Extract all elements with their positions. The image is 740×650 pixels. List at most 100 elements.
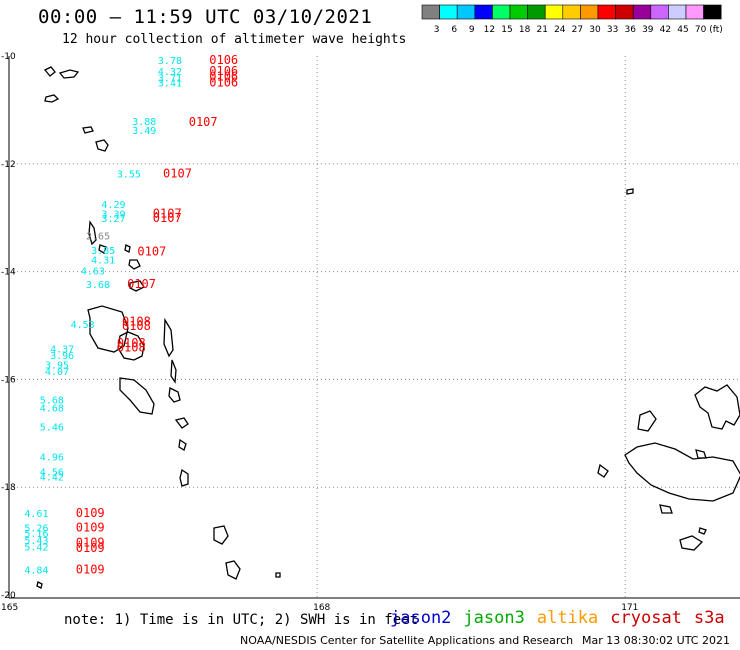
lon-tick-label: 168 [313,603,330,613]
wave-height-value: 5.42 [24,542,48,553]
wave-height-value: 4.37 [50,344,74,355]
wave-height-value: 3.49 [132,126,156,137]
legend-tick-label: 24 [554,25,566,35]
legend-swatch [685,4,704,20]
legend-tick-label: 15 [501,25,512,35]
wave-height-value: 4.96 [40,452,64,463]
satellite-s3a: s3a [693,608,725,628]
pass-time-label: 0109 [76,541,105,555]
island-coastline [43,66,56,77]
pass-time-label: 0107 [153,207,182,221]
legend-swatch [421,4,440,20]
legend-swatch [509,4,528,20]
island-coastline [44,94,60,103]
island-coastline [178,438,187,451]
wave-height-value: 2.65 [86,231,110,242]
pass-time-label: 0108 [122,315,151,329]
pass-time-label: 0109 [76,506,105,520]
island-coastline [170,359,177,384]
legend-tick-label: 27 [572,25,583,35]
island-coastline [163,317,174,358]
island-coastline [129,280,145,292]
map-frame [8,56,740,599]
legend-tick-label: 70 [695,25,707,35]
wave-height-value: 3.88 [132,117,156,128]
lat-tick-label: -18 [1,483,16,493]
island-coastline [117,331,145,361]
lat-tick-label: -10 [1,52,16,62]
legend-swatch [492,4,511,20]
wave-height-value: 3.41 [158,79,182,90]
island-coastline [119,377,155,415]
legend-swatch [650,4,669,20]
legend-swatch [580,4,599,20]
legend-swatch [668,4,687,20]
map-subtitle: 12 hour collection of altimeter wave hei… [62,32,407,47]
lat-tick-label: -14 [1,268,16,278]
pass-time-label: 0109 [76,520,105,534]
legend-swatch [615,4,634,20]
wave-height-value: 3.85 [91,246,115,257]
island-coastline [698,527,707,535]
legend-tick-label: 3 [434,25,440,35]
pass-time-label: 0106 [209,76,238,90]
legend-swatch [544,4,564,20]
island-coastline [168,387,181,403]
legend-swatch [456,4,476,20]
wave-height-value: 5.43 [24,536,48,547]
island-coastline [626,188,634,195]
color-legend: 3 6 9 12 15 18 21 24 27 30 33 36 39 42 45 70 (ft) [421,4,723,35]
wave-height-value: 3.55 [117,169,141,180]
pass-time-label: 0107 [163,166,192,180]
legend-tick-label: 39 [642,25,654,35]
lat-tick-label: -12 [1,160,16,170]
legend-tick-label: 33 [607,25,618,35]
wave-height-value: 4.32 [158,67,182,78]
pass-time-label: 0109 [76,562,105,576]
island-coastline [88,220,97,246]
wave-height-value: 4.56 [40,467,64,478]
wave-height-value: 3.68 [86,280,110,291]
island-coastline [82,126,94,134]
map-title: 00:00 – 11:59 UTC 03/10/2021 [38,6,373,28]
legend-swatch [597,4,616,20]
pass-time-label: 0107 [137,244,166,258]
legend-tick-label: 21 [536,25,547,35]
legend-tick-label: 36 [624,25,636,35]
island-coastline [95,139,109,152]
island-coastline [36,581,43,589]
legend-swatch [632,4,652,20]
wave-height-value: 3.95 [45,361,69,372]
legend-tick-label: 42 [660,25,671,35]
wave-height-value: 4.42 [40,473,64,484]
footer-timestamp: Mar 13 08:30:02 UTC 2021 [582,634,730,647]
wave-height-value: 4.53 [71,320,95,331]
legend-tick-label: 6 [451,25,457,35]
satellite-altika: altika [536,608,599,628]
wave-height-value: 4.84 [24,565,48,576]
legend-swatch [474,4,493,20]
island-coastline [179,468,189,487]
wave-height-value: 3.27 [101,214,125,225]
pass-time-label: 0106 [209,64,238,78]
satellite-legend: jason2 jason3 altika cryosat s3a [390,608,737,628]
legend-swatch [562,4,581,20]
satellite-cryosat: cryosat [610,608,682,628]
island-coastline [637,410,657,432]
coastlines [36,66,740,589]
island-coastline [695,449,707,459]
wave-height-value: 4.63 [81,266,105,277]
wave-height-value: 4.31 [91,256,115,267]
wave-height-value: 4.68 [40,404,64,415]
island-coastline [597,463,609,478]
wave-height-value: 5.26 [24,523,48,534]
island-coastline [225,560,241,580]
footer-note: note: 1) Time is in UTC; 2) SWH is in fe… [64,612,419,628]
legend-tick-label: 12 [484,25,495,35]
pass-time-label: 0108 [122,319,151,333]
pass-time-label: 0108 [117,340,146,354]
legend-tick-label: 9 [469,25,475,35]
island-coastline [659,504,673,514]
island-coastline [124,244,131,253]
pass-time-label: 0106 [209,53,238,67]
